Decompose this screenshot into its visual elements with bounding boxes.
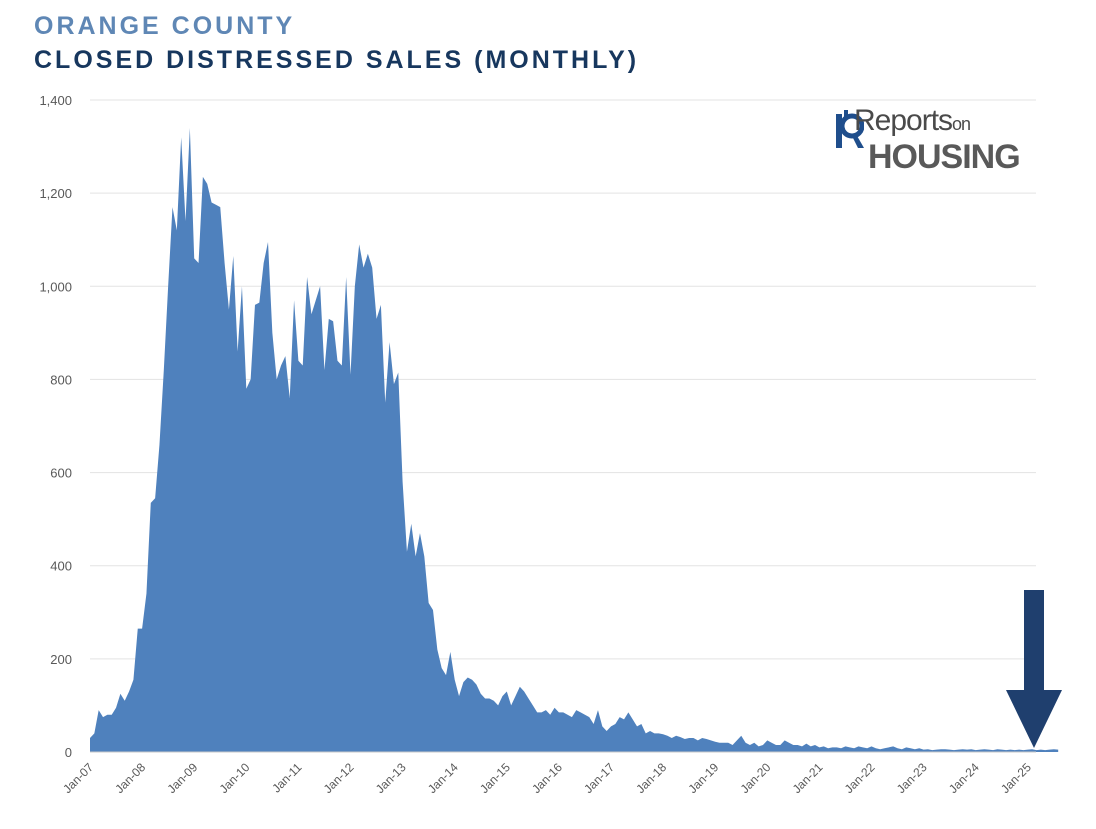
distressed-sales-area — [90, 127, 1059, 752]
y-tick-label: 600 — [50, 466, 72, 481]
logo-text-housing: HOUSING — [868, 138, 1021, 176]
x-tick-label: Jan-19 — [685, 760, 721, 796]
x-tick-label: Jan-08 — [112, 760, 148, 796]
x-tick-label: Jan-16 — [529, 760, 565, 796]
x-tick-label: Jan-25 — [998, 760, 1034, 796]
x-tick-label: Jan-14 — [425, 760, 461, 796]
y-tick-label: 0 — [65, 745, 72, 760]
x-tick-label: Jan-10 — [217, 760, 253, 796]
chart-title: CLOSED DISTRESSED SALES (MONTHLY) — [34, 46, 640, 74]
x-axis-ticks: Jan-07 Jan-08 Jan-09 Jan-10 Jan-11 Jan-12 Jan-… — [60, 760, 1034, 796]
x-tick-label: Jan-07 — [60, 760, 96, 796]
x-tick-label: Jan-22 — [842, 760, 878, 796]
x-tick-label: Jan-15 — [477, 760, 513, 796]
y-tick-label: 200 — [50, 652, 72, 667]
x-tick-label: Jan-20 — [738, 760, 774, 796]
down-arrow-icon — [1006, 590, 1062, 748]
x-tick-label: Jan-21 — [790, 760, 826, 796]
x-tick-label: Jan-11 — [269, 760, 304, 795]
logo-text-reports: Reportson — [854, 104, 971, 137]
logo-house-icon — [836, 110, 864, 148]
reports-on-housing-logo: Reportson HOUSING — [832, 104, 1032, 176]
x-tick-label: Jan-09 — [164, 760, 200, 796]
data-area — [90, 127, 1059, 753]
x-tick-label: Jan-23 — [894, 760, 930, 796]
x-tick-label: Jan-13 — [373, 760, 409, 796]
y-tick-label: 1,400 — [39, 93, 72, 108]
x-tick-label: Jan-17 — [581, 760, 617, 796]
y-tick-label: 400 — [50, 559, 72, 574]
x-tick-label: Jan-18 — [633, 760, 669, 796]
down-arrow-annotation — [1006, 590, 1062, 748]
x-tick-label: Jan-24 — [946, 760, 982, 796]
x-tick-label: Jan-12 — [321, 760, 357, 796]
gridlines — [90, 99, 1036, 753]
y-tick-label: 1,200 — [39, 186, 72, 201]
y-tick-label: 1,000 — [39, 279, 72, 294]
y-axis-ticks: 0 200 400 600 800 1,000 1,200 1,400 — [39, 93, 72, 760]
y-tick-label: 800 — [50, 372, 72, 387]
chart-title-region: ORANGE COUNTY — [34, 12, 296, 40]
